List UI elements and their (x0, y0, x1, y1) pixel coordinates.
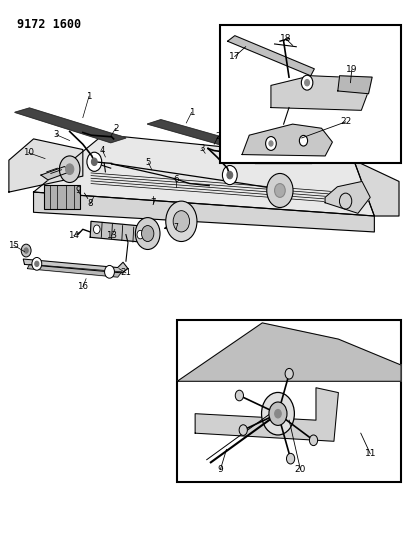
Circle shape (32, 257, 42, 270)
Circle shape (269, 402, 287, 425)
Text: 10: 10 (23, 148, 34, 157)
Circle shape (21, 244, 31, 257)
Circle shape (59, 156, 80, 182)
Circle shape (304, 79, 309, 86)
Circle shape (91, 158, 97, 165)
Circle shape (285, 368, 293, 379)
Text: 17: 17 (229, 52, 241, 61)
Circle shape (300, 135, 308, 146)
Polygon shape (33, 192, 375, 232)
Polygon shape (271, 76, 368, 110)
Text: 20: 20 (295, 465, 306, 474)
Polygon shape (41, 166, 73, 180)
Text: 9: 9 (75, 186, 81, 195)
Circle shape (222, 165, 237, 184)
Circle shape (94, 225, 100, 233)
Text: 16: 16 (77, 282, 88, 291)
Text: 11: 11 (365, 449, 376, 458)
Polygon shape (27, 264, 122, 277)
Text: 4: 4 (100, 146, 105, 155)
Text: 18: 18 (280, 35, 292, 44)
Text: 9172 1600: 9172 1600 (17, 18, 81, 31)
Circle shape (142, 225, 154, 241)
Circle shape (166, 201, 197, 241)
Text: 15: 15 (8, 241, 19, 250)
Text: 7: 7 (173, 223, 178, 232)
Circle shape (239, 425, 247, 435)
Polygon shape (147, 120, 269, 155)
Text: 2: 2 (113, 124, 118, 133)
Polygon shape (15, 108, 126, 143)
Polygon shape (195, 388, 338, 441)
Circle shape (309, 435, 318, 446)
Polygon shape (338, 76, 372, 94)
Text: 1: 1 (189, 108, 194, 117)
Text: 21: 21 (120, 269, 131, 277)
Circle shape (286, 454, 295, 464)
Circle shape (136, 217, 160, 249)
Polygon shape (354, 160, 399, 216)
Circle shape (66, 164, 74, 174)
Circle shape (274, 183, 285, 197)
Polygon shape (90, 221, 147, 243)
Circle shape (87, 152, 102, 171)
Polygon shape (177, 323, 401, 381)
Polygon shape (242, 124, 332, 156)
Circle shape (227, 171, 233, 179)
Text: 7: 7 (150, 198, 155, 207)
Circle shape (339, 193, 352, 209)
Circle shape (235, 390, 243, 401)
Polygon shape (227, 36, 314, 76)
Circle shape (105, 265, 115, 278)
Polygon shape (33, 135, 375, 216)
Circle shape (24, 248, 28, 253)
Text: 3: 3 (54, 130, 59, 139)
Circle shape (137, 230, 144, 239)
Bar (177, 320, 401, 482)
Text: 14: 14 (68, 231, 79, 240)
Polygon shape (325, 181, 370, 213)
Circle shape (262, 392, 295, 435)
Polygon shape (9, 139, 83, 192)
Text: 19: 19 (346, 66, 358, 74)
Circle shape (301, 75, 313, 90)
Text: 1: 1 (86, 92, 92, 101)
Circle shape (267, 173, 293, 207)
Text: 9: 9 (218, 465, 223, 474)
Text: 22: 22 (340, 117, 351, 126)
Circle shape (173, 211, 190, 232)
Text: 2: 2 (215, 132, 221, 141)
Bar (220, 25, 401, 163)
Bar (44, 184, 80, 209)
Text: 6: 6 (174, 175, 179, 184)
Text: 8: 8 (87, 199, 93, 208)
Circle shape (269, 141, 273, 146)
Polygon shape (23, 259, 128, 273)
Circle shape (266, 136, 276, 150)
Circle shape (275, 409, 281, 418)
Circle shape (35, 261, 39, 266)
Text: 13: 13 (106, 231, 117, 240)
Text: 5: 5 (146, 158, 151, 167)
Text: 3: 3 (199, 144, 205, 153)
